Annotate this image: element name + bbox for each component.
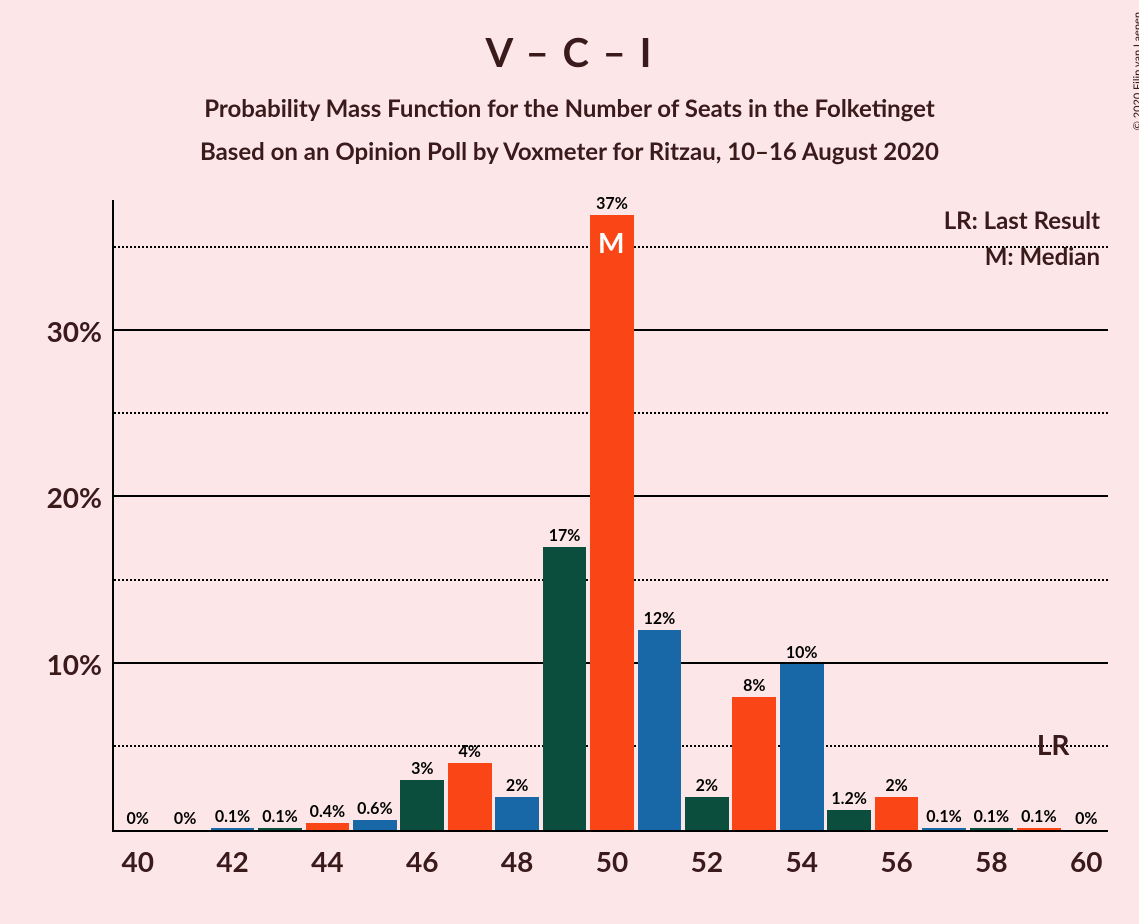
bar: 3% [400,780,444,830]
bar-value-label: 17% [549,526,581,547]
bar-value-label: 12% [644,609,676,630]
copyright-text: © 2020 Filip van Laenen [1131,12,1139,130]
y-tick-label: 20% [47,480,114,514]
chart-title: V – C – I [0,0,1139,76]
bar-value-label: 2% [696,776,718,797]
bar: 1.2% [827,810,871,830]
bar: 2% [685,797,729,830]
chart-plot-area: 10%20%30%40424446485052545658600%0%0.1%0… [112,200,1108,832]
bar-value-label: 0.1% [215,807,250,828]
y-tick-label: 10% [47,647,114,681]
bar-value-label: 4% [459,742,481,763]
bar-value-label: 0.1% [1021,807,1056,828]
y-tick-label: 30% [47,314,114,348]
bar: 0.4% [306,823,350,830]
bar-value-label: 0.4% [310,802,345,823]
bar-value-label: 37% [596,194,628,215]
bar: 2% [495,797,539,830]
x-tick-label: 44 [311,830,343,878]
bar: 10% [780,664,824,830]
bar-value-label: 0.6% [357,799,392,820]
x-tick-label: 60 [1070,830,1102,878]
x-tick-label: 58 [975,830,1007,878]
bar-value-label: 0% [1075,809,1097,830]
bar: 2% [875,797,919,830]
bar-value-label: 3% [411,759,433,780]
bar-value-label: 0% [127,809,149,830]
x-tick-label: 50 [596,830,628,878]
x-tick-label: 56 [880,830,912,878]
bar-value-label: 0.1% [262,807,297,828]
bar: 0.1% [970,828,1014,830]
lr-marker: LR [1037,727,1070,761]
bar: 8% [732,697,776,830]
x-tick-label: 46 [406,830,438,878]
x-tick-label: 42 [216,830,248,878]
bar: 37% [590,215,634,830]
legend-lr: LR: Last Result [944,206,1100,235]
x-tick-label: 48 [501,830,533,878]
bar-value-label: 1.2% [831,789,866,810]
bar: 0.1% [1017,828,1061,830]
bar: 0.1% [922,828,966,830]
x-tick-label: 54 [785,830,817,878]
bar: 4% [448,763,492,830]
bar-value-label: 2% [506,776,528,797]
bar-value-label: 0.1% [974,807,1009,828]
bar-value-label: 0% [174,809,196,830]
bar-value-label: 10% [786,643,818,664]
bar-value-label: 0.1% [926,807,961,828]
bar-value-label: 8% [743,676,765,697]
bar: 0.6% [353,820,397,830]
chart-subtitle-1: Probability Mass Function for the Number… [0,94,1139,123]
x-tick-label: 52 [691,830,723,878]
bar: 17% [543,547,587,830]
bar: 0.1% [258,828,302,830]
bar: 12% [638,630,682,830]
bar: 0.1% [211,828,255,830]
bar-value-label: 2% [885,776,907,797]
legend-m: M: Median [985,242,1100,271]
chart-subtitle-2: Based on an Opinion Poll by Voxmeter for… [0,137,1139,166]
median-marker: M [598,225,624,259]
x-tick-label: 40 [121,830,153,878]
